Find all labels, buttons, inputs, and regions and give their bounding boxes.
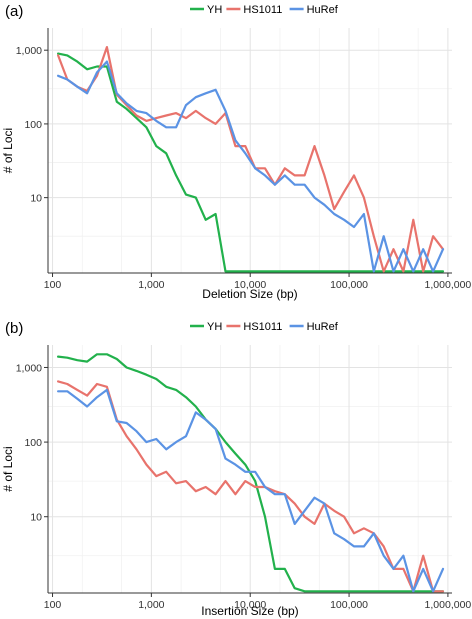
x-axis-title: Insertion Size (bp) — [201, 604, 298, 618]
x-axis-title: Deletion Size (bp) — [202, 287, 297, 301]
x-tick-label: 100 — [44, 599, 62, 611]
y-tick-label: 1,000 — [16, 45, 42, 57]
chart-panel-1: 100 1,000 10,000 100,000 1,000,000 10 100 1,000… — [1, 3, 471, 301]
legend-label-yh: YH — [207, 4, 222, 16]
legend-label-huref: HuRef — [307, 4, 339, 16]
y-tick-label: 100 — [24, 119, 42, 131]
y-axis-title: # of Loci — [1, 128, 15, 173]
legend-label-huref: HuRef — [307, 321, 339, 333]
series-line-yh — [56, 52, 445, 273]
panel-label: (b) — [5, 320, 23, 337]
x-tick-label: 100,000 — [330, 599, 368, 611]
legend-label-yh: YH — [207, 321, 222, 333]
series-line-huref — [56, 388, 445, 593]
y-tick-label: 1,000 — [16, 362, 42, 374]
x-tick-label: 100,000 — [330, 279, 368, 291]
x-tick-label: 1,000 — [138, 599, 164, 611]
panel-label: (a) — [5, 3, 23, 20]
x-tick-label: 1,000,000 — [425, 599, 472, 611]
y-tick-label: 10 — [30, 193, 42, 205]
series-line-huref — [56, 60, 445, 273]
x-tick-label: 10,000 — [234, 599, 266, 611]
chart-panel-2: 100 1,000 10,000 100,000 1,000,000 10 100 1,000… — [1, 320, 471, 618]
y-axis-title: # of Loci — [1, 446, 15, 491]
y-tick-label: 10 — [30, 512, 42, 524]
legend: YH HS1011 HuRef — [190, 321, 339, 333]
x-tick-label: 10,000 — [234, 279, 266, 291]
y-tick-label: 100 — [24, 437, 42, 449]
x-tick-label: 1,000,000 — [425, 279, 472, 291]
legend: YH HS1011 HuRef — [190, 4, 339, 16]
legend-label-hs1011: HS1011 — [243, 4, 282, 16]
legend-label-hs1011: HS1011 — [243, 321, 282, 333]
x-tick-label: 1,000 — [138, 279, 164, 291]
x-tick-label: 100 — [44, 279, 62, 291]
series-line-hs1011 — [56, 380, 445, 593]
